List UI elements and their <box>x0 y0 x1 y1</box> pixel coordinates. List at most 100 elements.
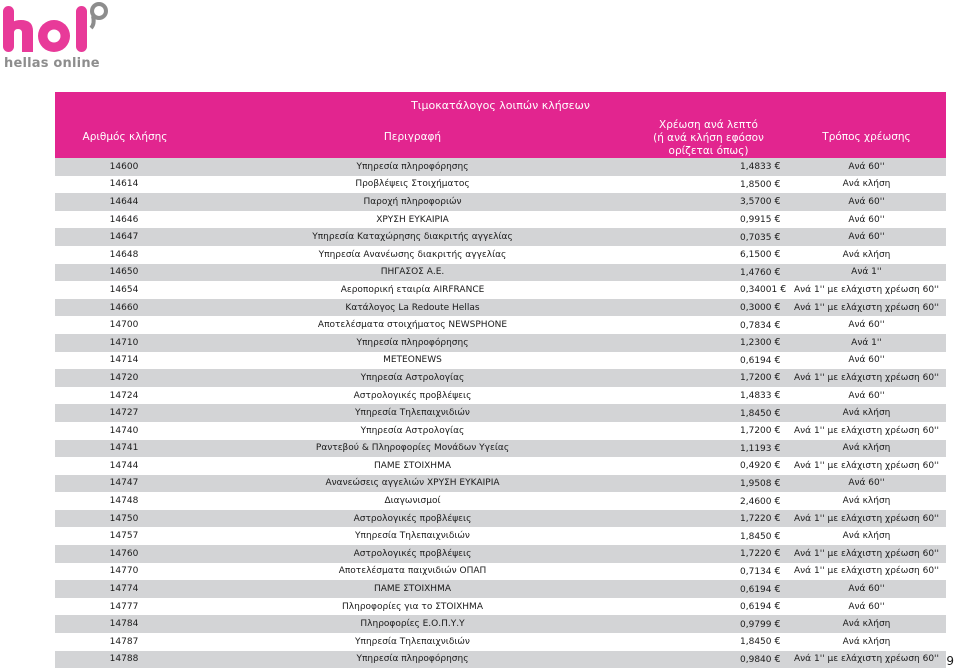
cell-mode: Ανά 1'' με ελάχιστη χρέωση 60'' <box>787 281 947 299</box>
cell-price: 1,7200 € <box>630 421 787 440</box>
euro-icon: € <box>774 548 781 560</box>
price-value: 1,8450 <box>740 408 772 419</box>
price-value: 0,9915 <box>740 215 772 226</box>
cell-number: 14747 <box>55 474 195 493</box>
cell-description: Παροχή πληροφοριών <box>195 193 630 211</box>
table-row: 14614 Προβλέψεις Στοιχήματος 1,8500 € Ανά κλ… <box>55 175 947 194</box>
cell-mode: Ανά 1'' <box>787 333 947 352</box>
euro-icon: € <box>774 618 781 630</box>
euro-icon: € <box>774 390 781 402</box>
table-row: 14646 ΧΡΥΣΗ ΕΥΚΑΙΡΙΑ 0,9915 € Ανά 60'' <box>55 210 947 229</box>
euro-icon: € <box>780 284 787 296</box>
cell-mode: Ανά 1'' με ελάχιστη χρέωση 60'' <box>787 298 947 317</box>
table-row: 14757 Υπηρεσία Τηλεπαιχνιδιών 1,8450 € Ανά κ… <box>55 527 947 546</box>
table-row: 14777 Πληροφορίες για το ΣΤΟΙΧΗΜΑ 0,6194 € Α… <box>55 597 947 616</box>
cell-number: 14648 <box>55 245 195 264</box>
cell-mode: Ανά κλήση <box>787 404 947 422</box>
cell-description: Αστρολογικές προβλέψεις <box>195 545 630 563</box>
table-row: 14774 ΠΑΜΕ ΣΤΟΙΧΗΜΑ 0,6194 € Ανά 60'' <box>55 580 947 598</box>
euro-icon: € <box>774 214 781 226</box>
cell-mode: Ανά κλήση <box>787 527 947 546</box>
euro-icon: € <box>774 442 781 454</box>
cell-price: 0,6194 € <box>630 351 787 370</box>
table-row: 14770 Αποτελέσματα παιχνιδιών ΟΠΑΠ 0,7134 €… <box>55 562 947 581</box>
cell-number: 14757 <box>55 527 195 546</box>
cell-number: 14770 <box>55 562 195 581</box>
header-number: Αριθμός κλήσης <box>55 119 195 158</box>
cell-price: 1,8500 € <box>630 175 787 194</box>
cell-number: 14784 <box>55 615 195 634</box>
cell-description: Πληροφορίες Ε.Ο.Π.Υ.Υ <box>195 615 630 634</box>
euro-icon: € <box>774 249 781 261</box>
cell-description: Αστρολογικές προβλέψεις <box>195 386 630 405</box>
cell-mode: Ανά 60'' <box>787 474 947 493</box>
cell-description: Ανανεώσεις αγγελιών ΧΡΥΣΗ ΕΥΚΑΙΡΙΑ <box>195 474 630 493</box>
cell-price: 3,5700 € <box>630 193 787 211</box>
cell-mode: Ανά κλήση <box>787 439 947 458</box>
price-table: Τιμοκατάλογος λοιπών κλήσεων Αριθμός κλή… <box>55 92 947 669</box>
cell-number: 14740 <box>55 421 195 440</box>
cell-number: 14750 <box>55 509 195 528</box>
cell-number: 14748 <box>55 492 195 510</box>
cell-price: 1,1193 € <box>630 439 787 458</box>
euro-icon: € <box>774 601 781 613</box>
cell-mode: Ανά 1'' <box>787 263 947 282</box>
cell-number: 14788 <box>55 650 195 669</box>
price-value: 1,2300 <box>740 338 772 349</box>
cell-number: 14714 <box>55 351 195 370</box>
table-row: 14648 Υπηρεσία Ανανέωσης διακριτής αγγελί… <box>55 245 947 264</box>
table-row: 14714 METEONEWS 0,6194 € Ανά 60'' <box>55 351 947 370</box>
price-value: 1,1193 <box>740 443 772 454</box>
euro-icon: € <box>774 425 781 437</box>
euro-icon: € <box>774 161 781 173</box>
cell-price: 0,9915 € <box>630 210 787 229</box>
price-value: 0,9840 <box>740 654 772 665</box>
euro-icon: € <box>774 477 781 489</box>
table-row: 14741 Ραντεβού & Πληροφορίες Μονάδων Υγεί… <box>55 439 947 458</box>
price-value: 0,4920 <box>740 461 772 472</box>
price-value: 1,7200 <box>740 373 772 384</box>
cell-description: Αστρολογικές προβλέψεις <box>195 509 630 528</box>
header-mode: Τρόπος χρέωσης <box>787 119 947 158</box>
cell-description: METEONEWS <box>195 351 630 370</box>
price-value: 0,7134 <box>740 566 772 577</box>
table-row: 14600 Υπηρεσία πληροφόρησης 1,4833 € Ανά 60'… <box>55 158 947 176</box>
euro-icon: € <box>774 354 781 366</box>
euro-icon: € <box>774 565 781 577</box>
cell-number: 14600 <box>55 158 195 176</box>
cell-description: Υπηρεσία πληροφόρησης <box>195 158 630 176</box>
cell-mode: Ανά 60'' <box>787 210 947 229</box>
cell-price: 0,7134 € <box>630 562 787 581</box>
cell-description: ΠΗΓΑΣΟΣ Α.Ε. <box>195 263 630 282</box>
price-value: 0,9799 <box>740 619 772 630</box>
cell-description: Πληροφορίες για το ΣΤΟΙΧΗΜΑ <box>195 597 630 616</box>
cell-price: 0,6194 € <box>630 580 787 598</box>
table-row: 14747 Ανανεώσεις αγγελιών ΧΡΥΣΗ ΕΥΚΑΙΡΙΑ 1… <box>55 474 947 493</box>
table-row: 14710 Υπηρεσία πληροφόρησης 1,2300 € Ανά 1'' <box>55 333 947 352</box>
table-title: Τιμοκατάλογος λοιπών κλήσεων <box>55 92 947 119</box>
header-price-line2: (ή ανά κλήση εφόσον ορίζεται όπως) <box>653 132 764 157</box>
price-value: 0,6194 <box>740 602 772 613</box>
euro-icon: € <box>774 583 781 595</box>
euro-icon: € <box>774 530 781 542</box>
cell-number: 14727 <box>55 404 195 422</box>
cell-number: 14644 <box>55 193 195 211</box>
cell-mode: Ανά 1'' με ελάχιστη χρέωση 60'' <box>787 457 947 475</box>
cell-price: 1,7220 € <box>630 545 787 563</box>
cell-number: 14741 <box>55 439 195 458</box>
price-value: 1,9508 <box>740 478 772 489</box>
euro-icon: € <box>774 337 781 349</box>
cell-price: 0,7834 € <box>630 316 787 334</box>
euro-icon: € <box>774 178 781 190</box>
page-number: 9 <box>946 654 954 668</box>
cell-description: Υπηρεσία Τηλεπαιχνιδιών <box>195 404 630 422</box>
price-value: 0,34001 <box>740 285 778 296</box>
price-value: 1,8450 <box>740 637 772 648</box>
euro-icon: € <box>774 636 781 648</box>
cell-description: Υπηρεσία πληροφόρησης <box>195 333 630 352</box>
hol-logo: hellas online <box>0 0 120 78</box>
header-description: Περιγραφή <box>195 119 630 158</box>
cell-description: Διαγωνισμοί <box>195 492 630 510</box>
price-value: 2,4600 <box>740 496 772 507</box>
cell-price: 1,9508 € <box>630 474 787 493</box>
